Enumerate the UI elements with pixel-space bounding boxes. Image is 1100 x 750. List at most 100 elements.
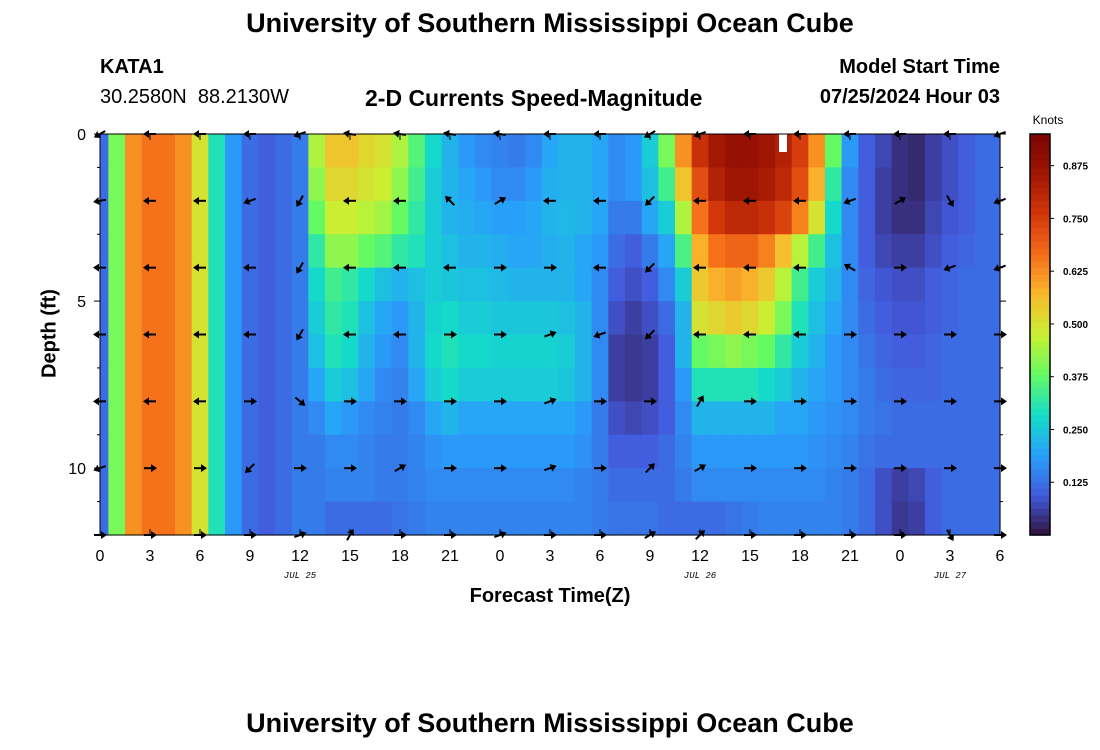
heatmap-cell [641,267,659,302]
current-vector [494,397,507,406]
heatmap-cell [675,301,693,336]
heatmap-cell [875,401,893,436]
heatmap-cell [175,367,193,402]
heatmap-cell [975,267,993,302]
heatmap-cell [825,367,843,402]
heatmap-cell [525,501,543,536]
heatmap-cell [558,367,576,402]
colorbar-segment [1030,448,1050,456]
heatmap-cell [241,200,259,235]
heatmap-cell [875,200,893,235]
current-vector [946,195,954,207]
heatmap-cell [391,367,409,402]
heatmap-cell [808,167,826,202]
heatmap-cell [975,401,993,436]
colorbar-segment [1030,347,1050,356]
colorbar-segment [1030,387,1050,396]
heatmap-cell [475,134,493,169]
heatmap-cell [375,134,393,169]
heatmap-cell [341,267,359,302]
colorbar-segment [1030,401,1050,409]
colorbar: 0.125 0.250 0.375 0.500 0.625 0.750 0.875 Knots [1029,113,1088,536]
heatmap-cell [708,134,726,169]
heatmap-cell [991,200,1001,235]
heatmap-cell [291,367,309,402]
heatmap-cell [458,367,476,402]
heatmap-cell [908,167,926,202]
heatmap-cell [741,501,759,536]
heatmap-cell [825,301,843,336]
heatmap-cell [608,468,626,503]
current-vector [393,330,406,339]
heatmap-cell [391,468,409,503]
current-vector [793,263,806,272]
current-vector [296,261,304,274]
heatmap-cell [441,301,459,336]
heatmap-cell [125,234,143,269]
heatmap-cell [991,334,1001,369]
heatmap-cell [541,301,559,336]
heatmap-cell [458,301,476,336]
heatmap-cell [441,234,459,269]
heatmap-cell [541,167,559,202]
heatmap-cell [758,200,776,235]
colorbar-segment [1030,354,1050,362]
heatmap-cell [691,134,709,169]
heatmap-cell [891,468,909,503]
x-tick-label: 0 [896,548,905,565]
heatmap-cell [158,434,176,469]
current-vector [494,330,507,339]
heatmap-cell [958,234,976,269]
heatmap-cell [308,434,326,469]
heatmap-cell [425,301,443,336]
current-vector [744,464,757,473]
heatmap-cell [858,167,876,202]
heatmap-cell [641,501,659,536]
heatmap-cell [225,234,243,269]
heatmap-cell [841,367,859,402]
heatmap-cell [308,167,326,202]
current-vector [244,397,257,406]
heatmap-cell [808,468,826,503]
heatmap-cell [758,134,776,169]
heatmap-cell [458,468,476,503]
heatmap-cell [641,167,659,202]
heatmap-cell [241,367,259,402]
heatmap-cell [275,167,293,202]
heatmap-cell [991,167,1001,202]
colorbar-segment [1030,421,1050,429]
heatmap-cell [441,267,459,302]
heatmap-cell [191,501,209,536]
heatmap-cell [791,167,809,202]
heatmap-cell [608,501,626,536]
colorbar-segment [1030,274,1050,282]
heatmap-cell [208,334,226,369]
heatmap-cell [958,401,976,436]
heatmap-cell [958,334,976,369]
colorbar-segment [1030,494,1050,503]
heatmap-cell [808,434,826,469]
heatmap-cell [675,200,693,235]
heatmap-cell [541,134,559,169]
heatmap-cell [175,501,193,536]
heatmap-cell [108,301,126,336]
heatmap-cell [575,134,593,169]
colorbar-segment [1030,227,1050,235]
heatmap-cell [241,267,259,302]
heatmap-cell [758,468,776,503]
heatmap-cell [758,301,776,336]
colorbar-segment [1030,334,1050,342]
heatmap-cell [625,401,643,436]
heatmap-cell [625,468,643,503]
heatmap-cell [841,167,859,202]
heatmap-cell [975,234,993,269]
heatmap-cell [975,134,993,169]
heatmap-cell [708,301,726,336]
heatmap-cell [591,267,609,302]
heatmap-cell [825,468,843,503]
heatmap-cell [275,267,293,302]
heatmap-cell [258,234,276,269]
model-start-label: Model Start Time [839,56,1000,78]
heatmap-cell [958,468,976,503]
heatmap-cell [741,134,759,169]
